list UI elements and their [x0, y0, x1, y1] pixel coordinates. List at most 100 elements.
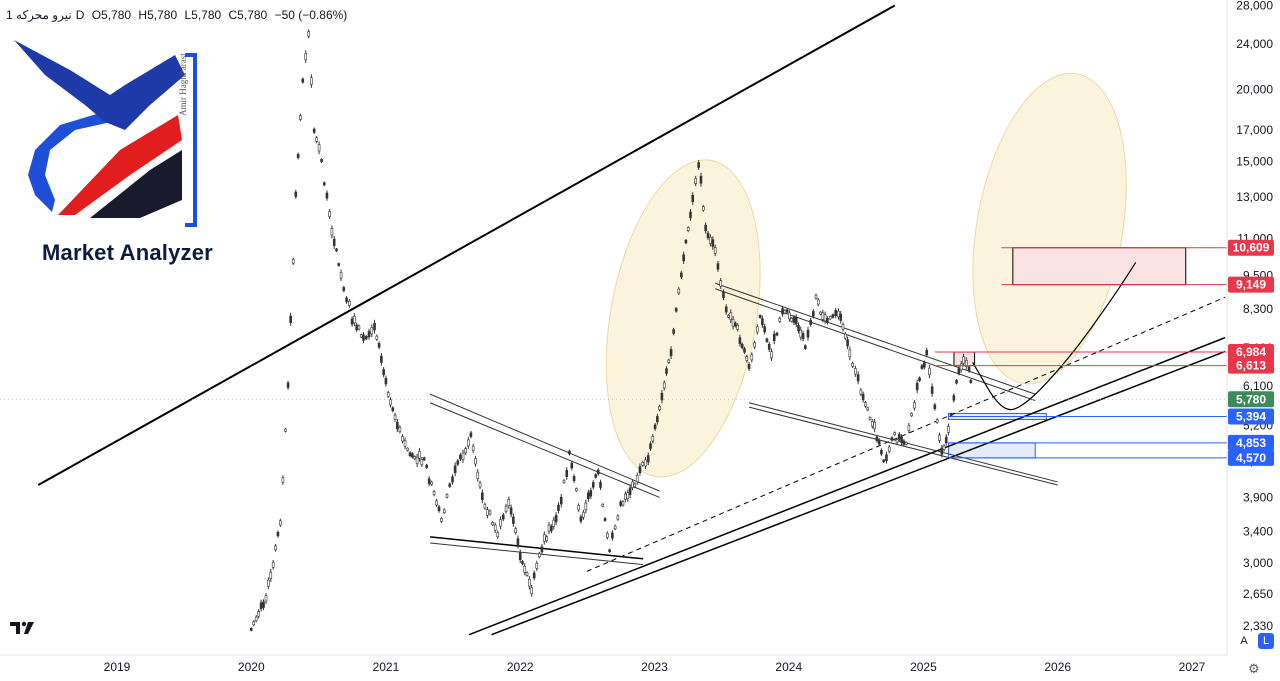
candle	[801, 333, 805, 339]
candle	[499, 519, 502, 527]
candle	[461, 452, 465, 460]
candle	[538, 553, 541, 558]
candle	[384, 378, 388, 385]
candle	[579, 516, 583, 522]
candle	[750, 354, 754, 361]
candle	[890, 437, 894, 441]
candle	[959, 363, 963, 371]
candle	[920, 365, 924, 369]
candle	[594, 474, 598, 478]
candle	[267, 579, 270, 587]
candle	[925, 349, 929, 356]
candle	[299, 115, 302, 120]
candle	[826, 318, 829, 323]
price-label-tag	[1228, 276, 1274, 293]
candle	[785, 309, 789, 313]
candle	[430, 481, 433, 485]
trend-line	[37, 4, 896, 486]
candle	[565, 470, 569, 477]
candle	[913, 402, 916, 409]
price-label-text: 6,613	[1236, 359, 1266, 373]
tradingview-logo-icon[interactable]	[10, 620, 36, 640]
candle	[435, 500, 438, 506]
price-label-tag	[1228, 344, 1274, 361]
price-label-tag	[1228, 357, 1274, 374]
candle	[665, 368, 668, 374]
gear-icon[interactable]: ⚙	[1248, 661, 1260, 676]
candle	[391, 407, 395, 412]
candle	[496, 532, 500, 538]
candle	[930, 386, 934, 394]
x-tick-label: 2024	[775, 660, 802, 674]
auto-scale-button[interactable]: A	[1240, 635, 1248, 647]
candle	[699, 175, 703, 184]
x-tick-label: 2020	[238, 660, 265, 674]
candle	[337, 263, 341, 266]
trend-line	[430, 542, 644, 566]
candle	[562, 480, 566, 484]
y-tick-label: 8,300	[1243, 302, 1273, 316]
symbol-name[interactable]: نیرو محرکه	[16, 8, 72, 22]
ohlc-high: H5,780	[138, 8, 178, 22]
support-zone-box	[947, 442, 1036, 459]
candle	[370, 327, 374, 335]
candle	[257, 611, 260, 617]
y-tick-label: 2,650	[1243, 587, 1273, 601]
candle	[359, 334, 363, 338]
candle	[794, 317, 798, 325]
log-scale-button[interactable]: L	[1258, 633, 1274, 649]
highlight-ellipse	[972, 72, 1127, 385]
candle	[456, 460, 460, 465]
price-label-tag	[1228, 449, 1274, 466]
candle	[918, 377, 921, 381]
candle	[518, 552, 522, 561]
candle	[575, 488, 578, 492]
candle	[353, 316, 356, 324]
x-tick-label: 2021	[373, 660, 400, 674]
symbol-header: نیرو محرکه 1D O5,780 H5,780 L5,780 C5,78…	[6, 8, 351, 22]
candle	[740, 343, 744, 349]
candle	[904, 442, 908, 445]
market-analyzer-logo	[14, 40, 197, 227]
candle	[938, 434, 941, 441]
candle	[686, 227, 690, 231]
candle	[249, 628, 253, 631]
candle	[887, 446, 891, 452]
candle	[380, 355, 383, 363]
logo-author-text: Amir HaghParast	[178, 53, 188, 116]
candle	[606, 533, 609, 538]
price-label-tag	[1228, 391, 1274, 408]
candle	[828, 316, 832, 320]
price-label-text: 6,984	[1236, 345, 1266, 359]
candle	[262, 601, 265, 608]
candle	[897, 434, 901, 440]
candle	[478, 482, 482, 488]
trend-lines	[37, 4, 1226, 636]
candle	[315, 137, 318, 142]
candle	[471, 445, 475, 451]
y-tick-label: 3,400	[1243, 525, 1273, 539]
symbol-interval[interactable]: 1D	[6, 8, 85, 22]
candle	[398, 426, 402, 432]
y-tick-label: 20,000	[1236, 82, 1273, 96]
candle	[747, 363, 751, 370]
candle	[572, 476, 576, 482]
price-level-lines	[0, 247, 1227, 459]
candle	[523, 565, 527, 573]
candle	[418, 451, 421, 459]
candle	[425, 464, 428, 468]
candle	[713, 247, 717, 254]
x-axis[interactable]: 2019 2020 2021 2022 2023 2024 2025 2026 2027	[104, 660, 1206, 674]
candle	[933, 404, 937, 410]
candle	[276, 531, 280, 537]
y-tick-label: 24,000	[1236, 37, 1273, 51]
candle	[286, 382, 290, 388]
candle	[743, 348, 746, 353]
candle	[486, 509, 489, 516]
candle	[296, 154, 300, 159]
candle	[873, 421, 876, 430]
candle	[328, 211, 331, 217]
candle	[624, 493, 627, 500]
candle	[448, 483, 452, 487]
